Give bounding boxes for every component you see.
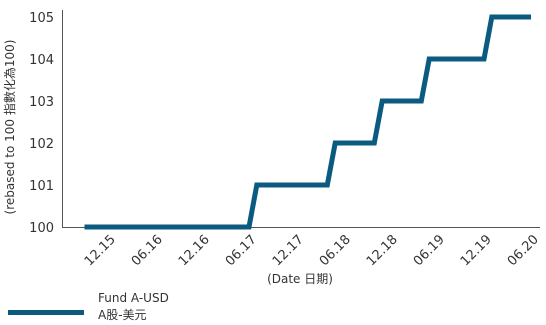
y-tick-label: 104 bbox=[29, 53, 54, 68]
x-axis-ticks: 12.15 06.16 12.16 06.17 12.17 06.18 12.18 06.19… bbox=[82, 232, 542, 269]
series-layer bbox=[84, 14, 531, 230]
legend: Fund A-USD A股-美元 bbox=[8, 290, 169, 324]
legend-label: Fund A-USD A股-美元 bbox=[98, 290, 169, 324]
x-tick-label: 12.15 bbox=[82, 232, 119, 269]
y-tick-label: 101 bbox=[29, 179, 54, 194]
y-tick-label: 103 bbox=[29, 95, 54, 110]
legend-label-line-1: Fund A-USD bbox=[98, 291, 169, 305]
x-axis-title: (Date 日期) bbox=[267, 272, 333, 286]
y-tick-label: 100 bbox=[29, 221, 54, 236]
x-tick-label: 12.17 bbox=[270, 232, 307, 269]
legend-swatch bbox=[8, 310, 84, 315]
x-tick-label: 06.20 bbox=[505, 232, 542, 269]
x-tick-label: 06.17 bbox=[223, 232, 260, 269]
x-tick-label: 12.18 bbox=[364, 232, 401, 269]
legend-label-line-2: A股-美元 bbox=[98, 308, 147, 322]
x-tick-label: 12.16 bbox=[176, 232, 213, 269]
y-tick-label: 105 bbox=[29, 11, 54, 26]
x-tick-label: 06.19 bbox=[411, 232, 448, 269]
x-tick-label: 12.19 bbox=[458, 232, 495, 269]
y-axis-title: (rebased to 100 指數化為100) bbox=[2, 40, 17, 215]
series-line-fund-a-usd bbox=[84, 14, 531, 230]
y-axis-ticks: 100 101 102 103 104 105 bbox=[29, 11, 54, 236]
x-tick-label: 06.18 bbox=[317, 232, 354, 269]
x-tick-label: 06.16 bbox=[129, 232, 166, 269]
y-tick-label: 102 bbox=[29, 137, 54, 152]
